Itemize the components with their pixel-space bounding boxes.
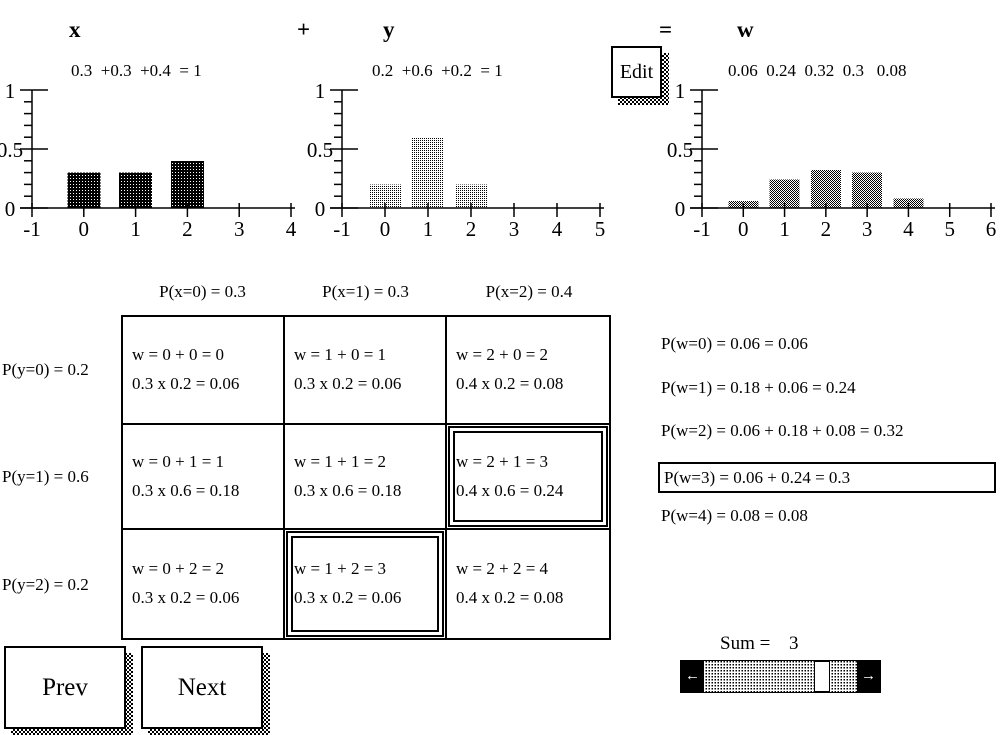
- table-cell-x1-y0: w = 1 + 0 = 1 0.3 x 0.2 = 0.06: [285, 317, 447, 425]
- cell-product-line: 0.3 x 0.2 = 0.06: [132, 374, 240, 393]
- cell-product-line: 0.3 x 0.6 = 0.18: [294, 480, 402, 500]
- svg-text:0.5: 0.5: [307, 138, 333, 162]
- sum-scrollbar[interactable]: ← →: [680, 660, 881, 693]
- svg-text:0: 0: [5, 197, 16, 221]
- svg-text:3: 3: [509, 217, 520, 241]
- cell-sum-line: w = 1 + 2 = 3: [294, 559, 387, 579]
- svg-text:0: 0: [380, 217, 391, 241]
- svg-text:5: 5: [944, 217, 955, 241]
- svg-text:2: 2: [821, 217, 832, 241]
- svg-text:0: 0: [315, 197, 326, 221]
- svg-text:4: 4: [903, 217, 914, 241]
- table-col-header-x0: P(x=0) = 0.3: [159, 282, 246, 301]
- svg-text:1: 1: [675, 79, 686, 103]
- scrollbar-track[interactable]: [704, 661, 857, 692]
- table-cell-x2-y1-highlighted: w = 2 + 1 = 3 0.4 x 0.6 = 0.24: [447, 425, 609, 530]
- svg-text:1: 1: [779, 217, 790, 241]
- cell-sum-line: w = 1 + 0 = 1: [294, 345, 387, 365]
- cell-sum-line: w = 2 + 2 = 4: [456, 559, 549, 579]
- svg-text:0: 0: [738, 217, 749, 241]
- chart-y-sum-line: 0.2 +0.6 +0.2 = 1: [372, 61, 503, 80]
- svg-text:6: 6: [986, 217, 997, 241]
- svg-text:0: 0: [79, 217, 90, 241]
- svg-text:-1: -1: [693, 217, 711, 241]
- chart-x-title: x: [69, 17, 81, 42]
- svg-text:3: 3: [862, 217, 873, 241]
- svg-text:0.5: 0.5: [667, 138, 693, 162]
- sum-value: 3: [789, 633, 799, 654]
- svg-text:0.5: 0.5: [0, 138, 23, 162]
- svg-text:0: 0: [675, 197, 686, 221]
- scrollbar-left-arrow-icon[interactable]: ←: [681, 661, 704, 692]
- joint-probability-table: w = 0 + 0 = 0 0.3 x 0.2 = 0.06 w = 1 + 0…: [121, 315, 611, 640]
- cell-product-line: 0.3 x 0.2 = 0.06: [294, 374, 402, 393]
- w-list-item-2: P(w=2) = 0.06 + 0.18 + 0.08 = 0.32: [661, 421, 904, 440]
- w-list-item-3-boxed: P(w=3) = 0.06 + 0.24 = 0.3: [658, 462, 996, 493]
- table-cell-x0-y1: w = 0 + 1 = 1 0.3 x 0.6 = 0.18: [123, 425, 285, 530]
- cell-product-line: 0.4 x 0.6 = 0.24: [456, 480, 564, 500]
- cell-product-line: 0.3 x 0.2 = 0.06: [132, 588, 240, 607]
- scrollbar-thumb[interactable]: [814, 661, 830, 692]
- svg-text:1: 1: [130, 217, 141, 241]
- edit-button[interactable]: Edit: [611, 46, 662, 98]
- table-row-header-y2: P(y=2) = 0.2: [2, 575, 89, 594]
- table-cell-x1-y1: w = 1 + 1 = 2 0.3 x 0.6 = 0.18: [285, 425, 447, 530]
- next-button[interactable]: Next: [141, 646, 263, 729]
- w-list-item-4: P(w=4) = 0.08 = 0.08: [661, 506, 808, 525]
- cell-sum-line: w = 2 + 0 = 2: [456, 345, 549, 365]
- scrollbar-right-arrow-icon[interactable]: →: [857, 661, 880, 692]
- table-cell-x0-y0: w = 0 + 0 = 0 0.3 x 0.2 = 0.06: [123, 317, 285, 425]
- svg-text:2: 2: [466, 217, 477, 241]
- svg-text:3: 3: [234, 217, 245, 241]
- chart-y-title: y: [383, 17, 395, 42]
- cell-product-line: 0.4 x 0.2 = 0.08: [456, 374, 564, 393]
- chart-w-sum-line: 0.06 0.24 0.32 0.3 0.08: [728, 61, 907, 80]
- equals-operator: =: [659, 17, 673, 42]
- svg-text:5: 5: [595, 217, 606, 241]
- cell-sum-line: w = 1 + 1 = 2: [294, 451, 387, 471]
- svg-text:2: 2: [182, 217, 193, 241]
- chart-w-title: w: [737, 17, 754, 42]
- table-row-header-y0: P(y=0) = 0.2: [2, 359, 89, 379]
- table-cell-x2-y0: w = 2 + 0 = 2 0.4 x 0.2 = 0.08: [447, 317, 609, 425]
- svg-text:4: 4: [552, 217, 563, 241]
- svg-text:-1: -1: [333, 217, 351, 241]
- svg-text:-1: -1: [23, 217, 41, 241]
- cell-sum-line: w = 0 + 0 = 0: [132, 345, 225, 365]
- cell-product-line: 0.3 x 0.6 = 0.18: [132, 480, 240, 500]
- cell-product-line: 0.3 x 0.2 = 0.06: [294, 588, 402, 607]
- svg-text:1: 1: [315, 79, 326, 103]
- sum-label: Sum =: [720, 633, 771, 654]
- table-col-header-x1: P(x=1) = 0.3: [322, 282, 409, 301]
- table-cell-x0-y2: w = 0 + 2 = 2 0.3 x 0.2 = 0.06: [123, 530, 285, 638]
- table-cell-x1-y2-highlighted: w = 1 + 2 = 3 0.3 x 0.2 = 0.06: [285, 530, 447, 638]
- table-cell-x2-y2: w = 2 + 2 = 4 0.4 x 0.2 = 0.08: [447, 530, 609, 638]
- svg-text:1: 1: [5, 79, 16, 103]
- svg-text:1: 1: [423, 217, 434, 241]
- cell-sum-line: w = 0 + 1 = 1: [132, 451, 225, 471]
- w-list-item-1: P(w=1) = 0.18 + 0.06 = 0.24: [661, 378, 856, 397]
- prev-button[interactable]: Prev: [4, 646, 126, 729]
- svg-text:4: 4: [286, 217, 297, 241]
- w-list-item-0: P(w=0) = 0.06 = 0.06: [661, 334, 808, 353]
- table-row-header-y1: P(y=1) = 0.6: [2, 467, 89, 486]
- chart-x-sum-line: 0.3 +0.3 +0.4 = 1: [71, 61, 202, 80]
- cell-sum-line: w = 2 + 1 = 3: [456, 451, 549, 471]
- cell-product-line: 0.4 x 0.2 = 0.08: [456, 588, 564, 607]
- cell-sum-line: w = 0 + 2 = 2: [132, 559, 225, 579]
- table-col-header-x2: P(x=2) = 0.4: [485, 282, 573, 301]
- plus-operator: +: [297, 17, 311, 42]
